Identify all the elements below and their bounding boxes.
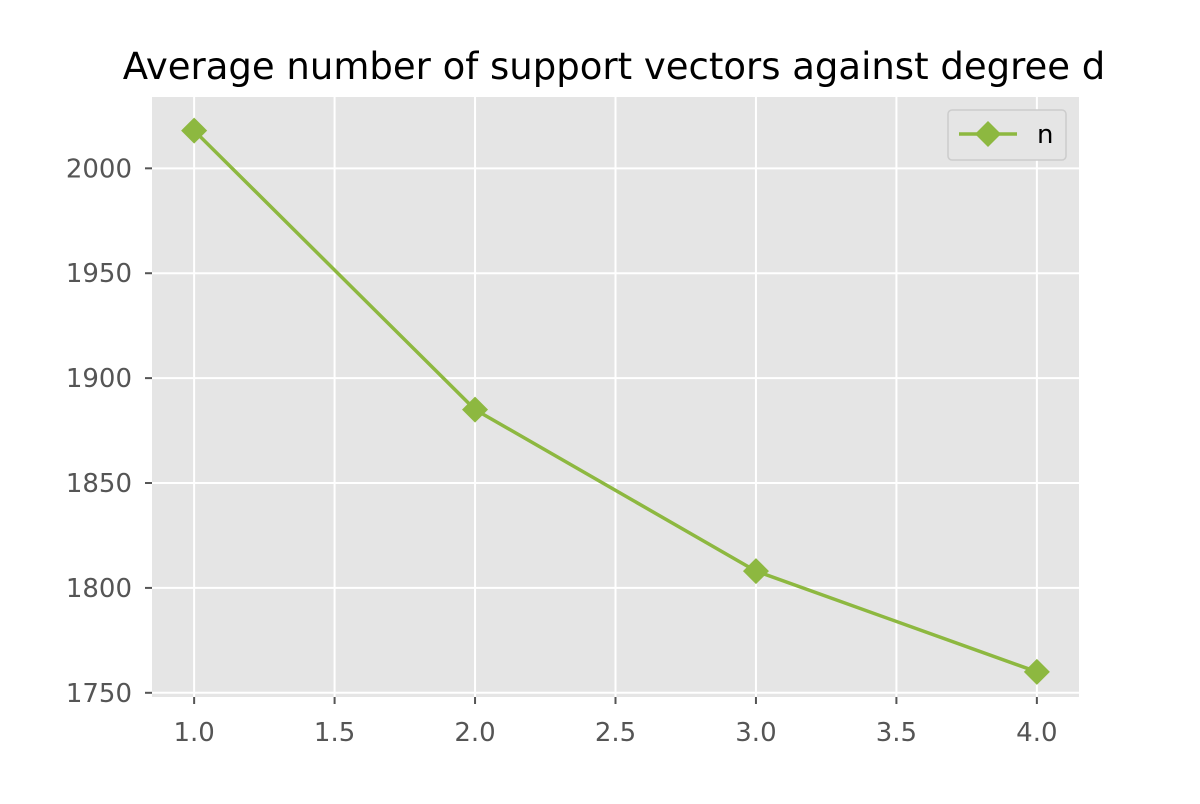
x-tick-label: 1.0 bbox=[173, 718, 214, 748]
legend: n bbox=[947, 109, 1067, 161]
data-point-marker bbox=[742, 558, 769, 585]
data-point-marker bbox=[462, 396, 489, 423]
y-tick-label: 2000 bbox=[66, 154, 132, 184]
chart-title: Average number of support vectors agains… bbox=[123, 45, 1106, 88]
data-point-marker bbox=[181, 117, 208, 144]
series-line bbox=[192, 129, 1038, 674]
x-tick-label: 2.5 bbox=[595, 718, 636, 748]
data-point-marker bbox=[1023, 658, 1050, 685]
y-tick-label: 1900 bbox=[66, 364, 132, 394]
x-tick-label: 2.0 bbox=[454, 718, 495, 748]
legend-label: n bbox=[1037, 120, 1053, 150]
y-tick-label: 1800 bbox=[66, 574, 132, 604]
series-layer bbox=[181, 117, 1050, 685]
y-tick-label: 1750 bbox=[66, 679, 132, 709]
axes: 1.0 1.5 2.0 2.5 3.0 3.5 4.0 1750 1800 1850 1900 195… bbox=[66, 154, 1058, 748]
y-tick-label: 1950 bbox=[66, 259, 132, 289]
x-tick-label: 3.0 bbox=[735, 718, 776, 748]
x-tick-label: 1.5 bbox=[314, 718, 355, 748]
x-tick-label: 3.5 bbox=[876, 718, 917, 748]
y-tick-label: 1850 bbox=[66, 469, 132, 499]
x-tick-label: 4.0 bbox=[1016, 718, 1057, 748]
legend-diamond-marker bbox=[975, 121, 1001, 147]
